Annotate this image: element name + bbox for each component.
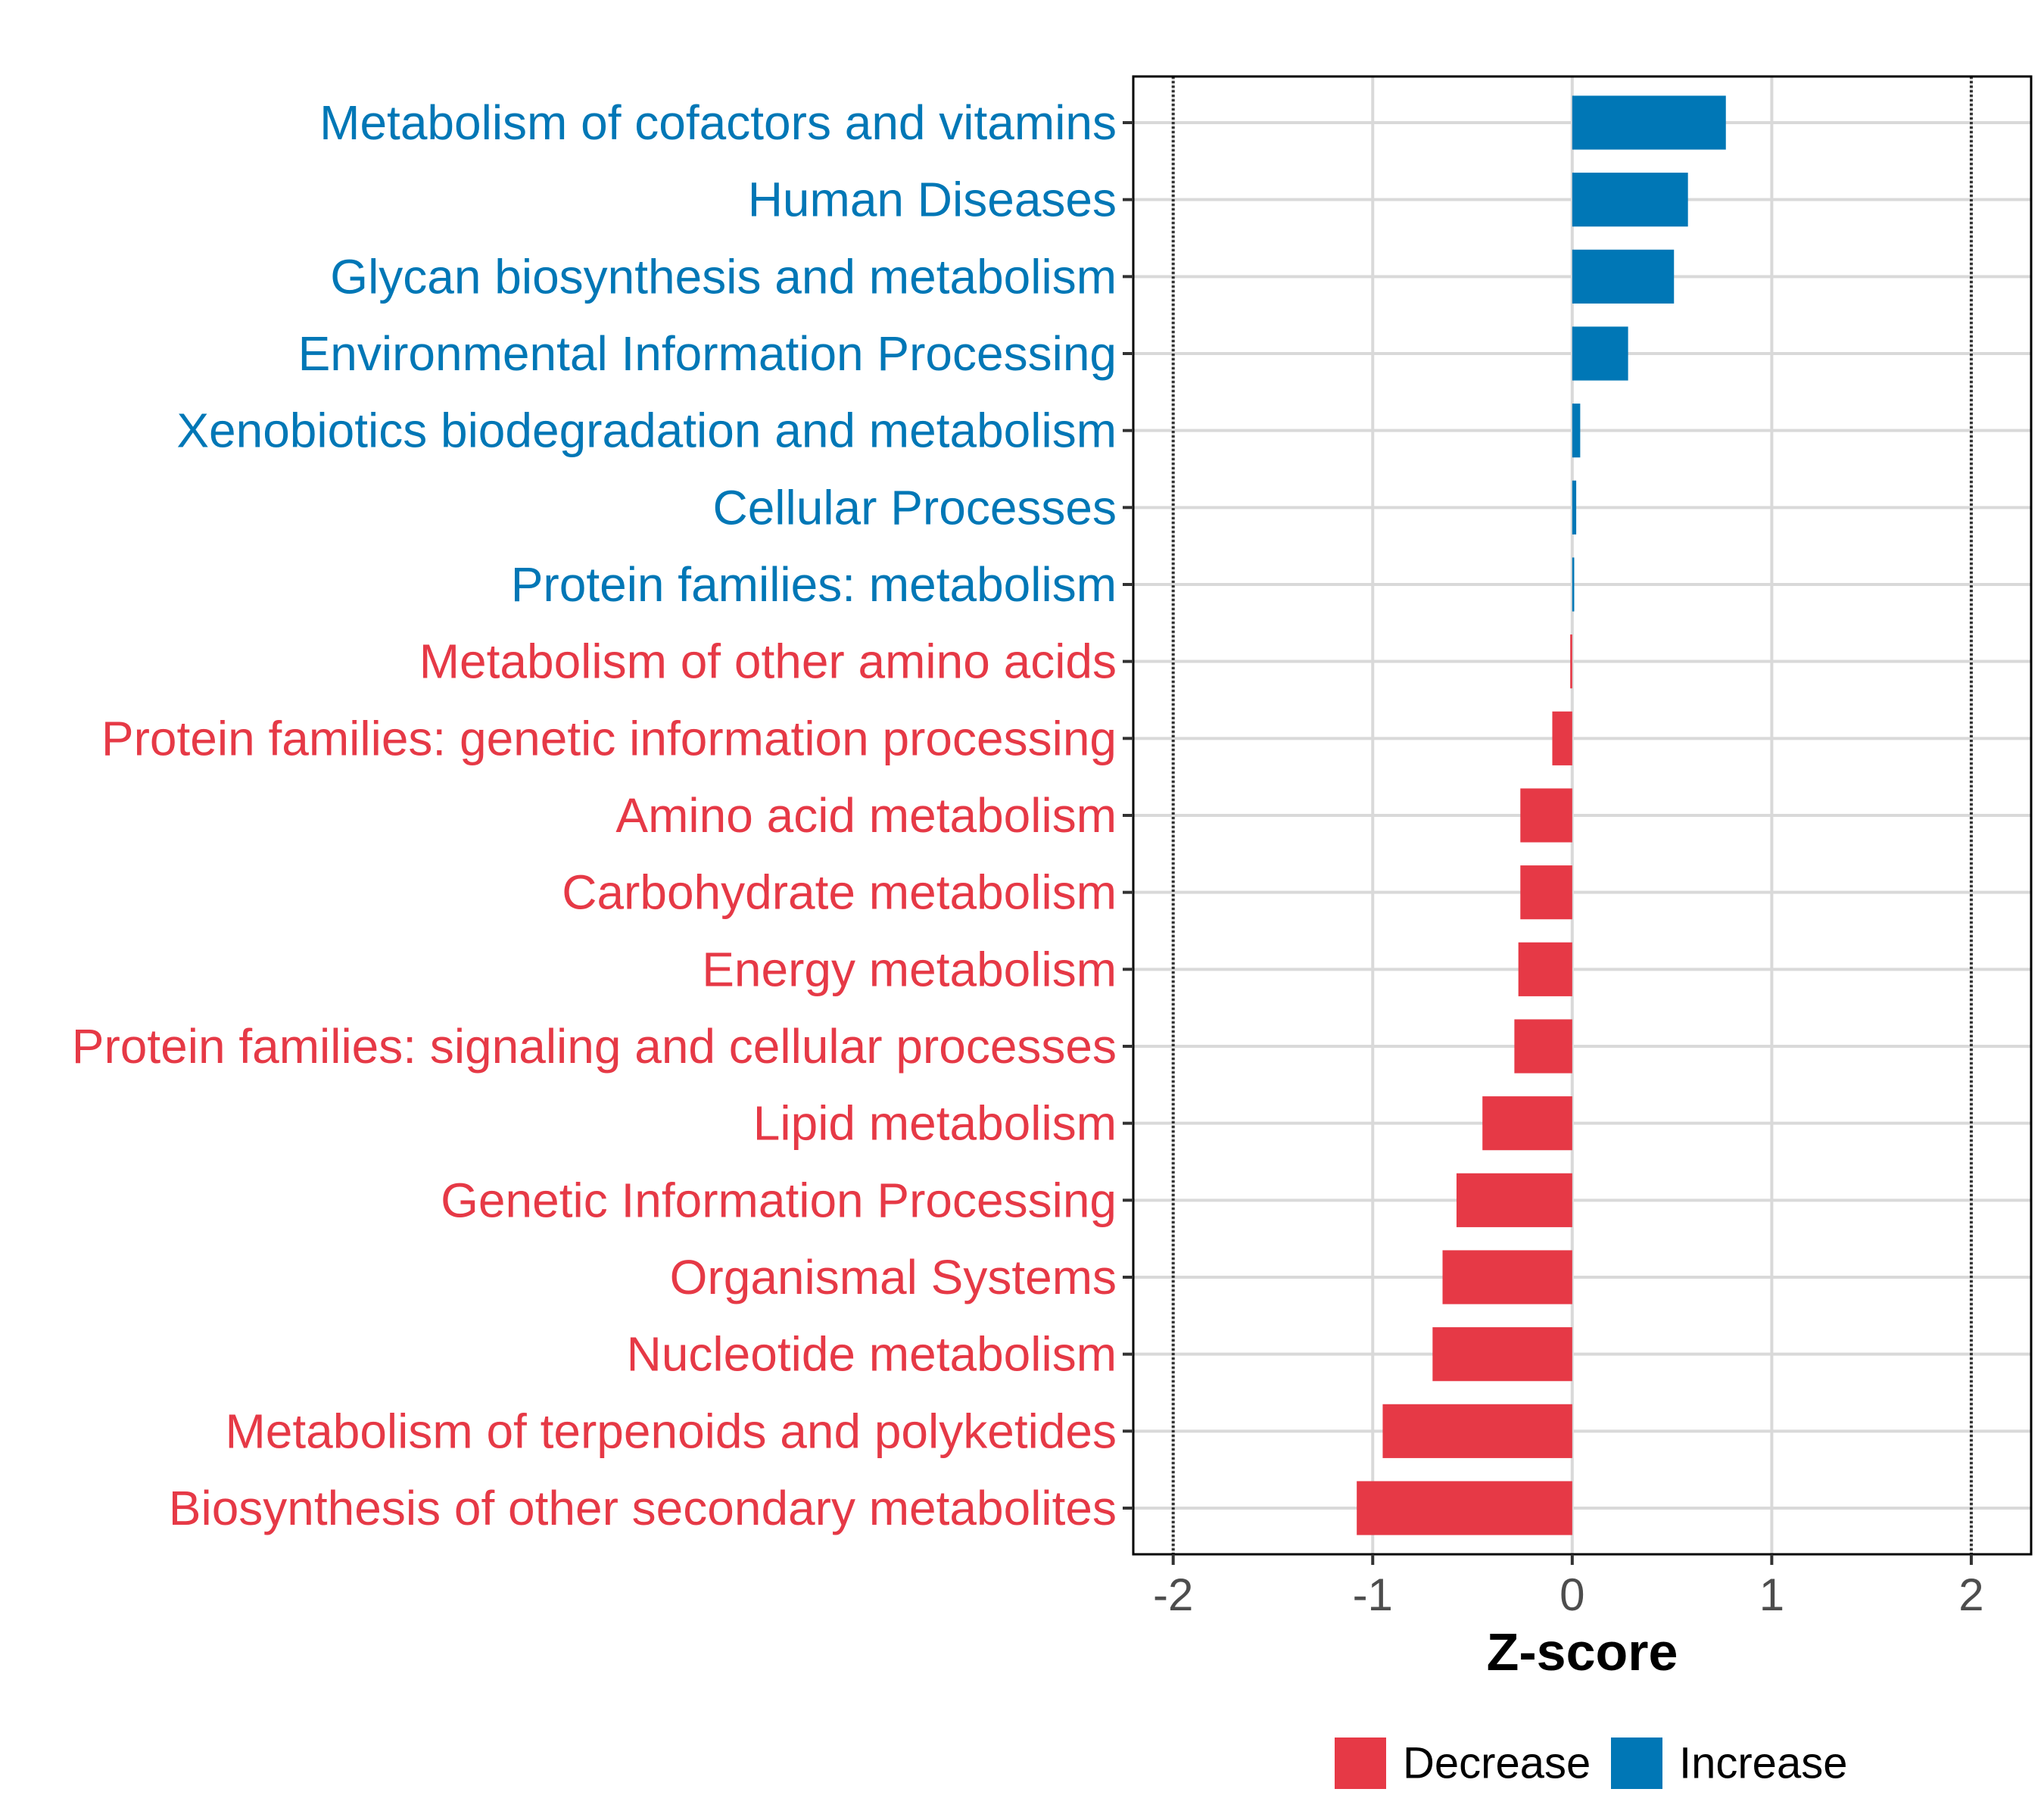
category-label: Protein families: genetic information pr… bbox=[101, 711, 1117, 765]
x-tick-label: 0 bbox=[1559, 1569, 1584, 1620]
category-label: Lipid metabolism bbox=[753, 1096, 1117, 1151]
bar bbox=[1572, 95, 1726, 150]
y-axis: Metabolism of cofactors and vitamins Huma… bbox=[72, 95, 1133, 1535]
category-label: Metabolism of terpenoids and polyketides bbox=[225, 1404, 1117, 1458]
category-label: Metabolism of other amino acids bbox=[419, 634, 1117, 689]
category-label: Protein families: signaling and cellular… bbox=[72, 1019, 1117, 1074]
x-tick-label: -1 bbox=[1353, 1569, 1393, 1620]
category-label: Genetic Information Processing bbox=[441, 1173, 1117, 1227]
bar bbox=[1572, 404, 1581, 458]
category-label: Organismal Systems bbox=[670, 1250, 1117, 1304]
x-axis-title: Z-score bbox=[1487, 1622, 1678, 1681]
category-label: Amino acid metabolism bbox=[615, 788, 1117, 843]
bar bbox=[1572, 480, 1577, 535]
bar bbox=[1572, 173, 1688, 227]
legend-label-increase: Increase bbox=[1679, 1739, 1847, 1788]
reference-lines bbox=[1171, 76, 1973, 1554]
bar bbox=[1520, 865, 1572, 920]
bar bbox=[1456, 1173, 1572, 1227]
x-tick-label: 1 bbox=[1759, 1569, 1784, 1620]
bar bbox=[1357, 1481, 1572, 1535]
bar bbox=[1572, 326, 1628, 381]
category-label: Glycan biosynthesis and metabolism bbox=[330, 249, 1117, 304]
x-tick-label: 2 bbox=[1958, 1569, 1983, 1620]
category-label: Energy metabolism bbox=[702, 942, 1117, 996]
bar bbox=[1572, 557, 1575, 612]
legend-swatch-decrease bbox=[1335, 1738, 1386, 1789]
bar bbox=[1382, 1404, 1572, 1458]
bar bbox=[1482, 1096, 1572, 1151]
legend: Decrease Increase bbox=[1335, 1738, 1847, 1789]
category-label: Human Diseases bbox=[748, 173, 1117, 227]
category-label: Environmental Information Processing bbox=[298, 326, 1117, 381]
category-label: Cellular Processes bbox=[712, 480, 1117, 535]
legend-label-decrease: Decrease bbox=[1403, 1739, 1591, 1788]
category-label: Metabolism of cofactors and vitamins bbox=[319, 95, 1117, 150]
category-label: Nucleotide metabolism bbox=[627, 1327, 1117, 1382]
grid-layer bbox=[1133, 76, 2031, 1554]
bar bbox=[1432, 1327, 1572, 1382]
bar bbox=[1572, 249, 1675, 304]
bars bbox=[1357, 95, 1726, 1535]
bar bbox=[1518, 942, 1572, 996]
x-axis: -2 -1 0 1 2 bbox=[1153, 1554, 1984, 1620]
bar bbox=[1442, 1250, 1572, 1304]
category-label: Biosynthesis of other secondary metaboli… bbox=[169, 1481, 1117, 1535]
legend-swatch-increase bbox=[1611, 1738, 1662, 1789]
bar bbox=[1520, 788, 1572, 843]
bar bbox=[1570, 634, 1572, 689]
bar bbox=[1552, 711, 1572, 765]
bar bbox=[1514, 1019, 1572, 1074]
x-tick-label: -2 bbox=[1153, 1569, 1193, 1620]
category-label: Xenobiotics biodegradation and metabolis… bbox=[176, 404, 1117, 458]
category-label: Carbohydrate metabolism bbox=[562, 865, 1117, 920]
category-label: Protein families: metabolism bbox=[511, 557, 1117, 612]
